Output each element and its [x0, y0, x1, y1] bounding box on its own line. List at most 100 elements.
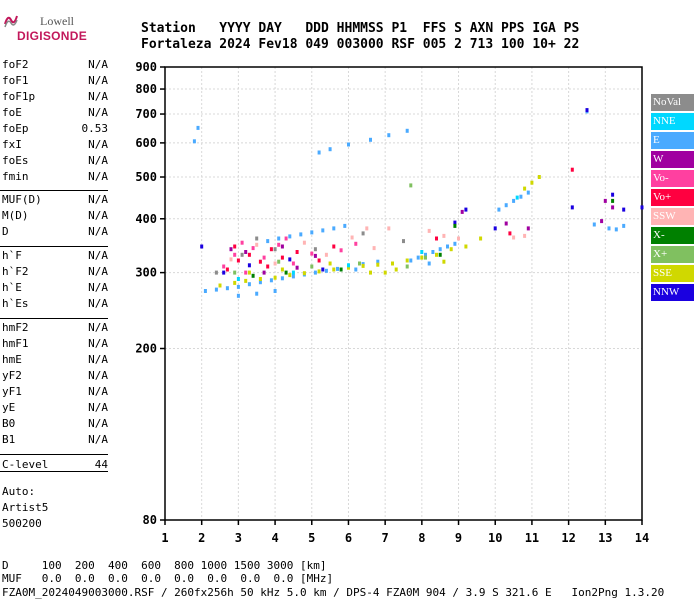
data-point: [277, 259, 281, 264]
legend-item-nne: NNE: [651, 113, 694, 130]
data-point: [244, 250, 248, 254]
data-point: [453, 220, 457, 225]
data-point: [266, 239, 270, 244]
data-point: [611, 205, 615, 210]
data-point: [229, 247, 233, 252]
lowell-wave-icon: [4, 15, 18, 28]
param-value: N/A: [88, 74, 108, 87]
chart-grid: [165, 67, 642, 520]
data-point: [387, 133, 391, 138]
data-point: [273, 289, 277, 293]
data-point: [391, 261, 394, 266]
param-name: M(D): [2, 209, 29, 222]
param-row-foe: foE N/A: [2, 106, 108, 120]
data-point: [376, 262, 380, 267]
y-tick-label: 400: [135, 212, 157, 226]
y-tick-label: 700: [135, 107, 157, 121]
data-point: [336, 266, 339, 271]
data-point: [383, 270, 387, 275]
data-point: [251, 273, 255, 278]
data-point: [614, 227, 618, 232]
data-point: [512, 198, 516, 203]
data-point: [369, 137, 372, 142]
series-vo-: [222, 236, 358, 275]
data-point: [328, 147, 332, 152]
data-point: [622, 223, 626, 228]
data-point: [446, 244, 449, 249]
param-row-foep: foEp 0.53: [2, 122, 108, 136]
data-point: [350, 235, 354, 240]
y-tick-label: 900: [135, 60, 157, 74]
param-name: h`F: [2, 249, 22, 262]
param-name: fmin: [2, 170, 29, 183]
data-point: [277, 242, 281, 247]
panel-divider: [0, 454, 108, 455]
data-point: [247, 263, 251, 268]
param-value: 44: [94, 458, 108, 471]
param-name: yE: [2, 401, 16, 414]
data-point: [258, 259, 262, 264]
data-point: [354, 267, 358, 272]
data-point: [258, 280, 262, 285]
data-point: [530, 180, 534, 185]
x-tick-label: 2: [198, 531, 205, 545]
data-point: [457, 236, 460, 241]
data-point: [295, 250, 299, 254]
data-point: [313, 247, 317, 252]
data-point: [310, 230, 314, 235]
param-value: N/A: [88, 337, 108, 350]
param-row-muf-d-: MUF(D) N/A: [2, 193, 108, 207]
data-point: [218, 283, 222, 288]
legend-item-w: W: [651, 151, 694, 168]
data-point: [244, 278, 248, 283]
x-tick-label: 11: [525, 531, 539, 545]
x-tick-label: 8: [418, 531, 425, 545]
data-point: [284, 270, 288, 275]
data-point: [332, 226, 336, 231]
data-point: [277, 236, 281, 241]
data-point: [453, 241, 457, 246]
data-point: [273, 275, 277, 280]
data-point: [438, 247, 442, 252]
panel-divider: [0, 246, 108, 247]
panel-divider: [0, 471, 108, 472]
chart-points: [192, 108, 644, 298]
param-name: yF1: [2, 385, 22, 398]
data-point: [442, 233, 446, 238]
footer-file-info: FZA0M_2024049003000.RSF / 260fx256h 50 k…: [2, 586, 665, 599]
data-point: [343, 223, 347, 228]
data-point: [288, 257, 292, 262]
data-point: [504, 203, 508, 208]
data-point: [324, 268, 328, 273]
data-point: [526, 190, 530, 195]
param-value: N/A: [88, 154, 108, 167]
param-value: N/A: [88, 281, 108, 294]
data-point: [424, 252, 427, 257]
data-point: [236, 277, 240, 281]
data-point: [523, 233, 527, 238]
data-point: [537, 175, 541, 179]
data-point: [640, 205, 644, 210]
data-point: [269, 247, 273, 252]
data-point: [570, 205, 574, 210]
data-point: [354, 241, 358, 246]
data-point: [288, 273, 292, 278]
data-point: [240, 252, 244, 257]
data-point: [523, 186, 527, 191]
param-name: foF1p: [2, 90, 36, 103]
x-tick-label: 9: [455, 531, 462, 545]
logo-lowell-text: Lowell: [40, 14, 74, 28]
data-point: [269, 278, 273, 283]
data-point: [361, 231, 365, 236]
param-value: N/A: [88, 401, 108, 414]
data-point: [361, 263, 365, 268]
param-row-fof1p: foF1p N/A: [2, 90, 108, 104]
param-name: h`F2: [2, 265, 29, 278]
data-point: [409, 183, 413, 188]
param-name: hmF1: [2, 337, 29, 350]
data-point: [324, 252, 328, 257]
param-row-foes: foEs N/A: [2, 154, 108, 168]
param-row-fmin: fmin N/A: [2, 170, 108, 184]
param-row-m-d-: M(D) N/A: [2, 209, 108, 223]
data-point: [203, 289, 207, 293]
